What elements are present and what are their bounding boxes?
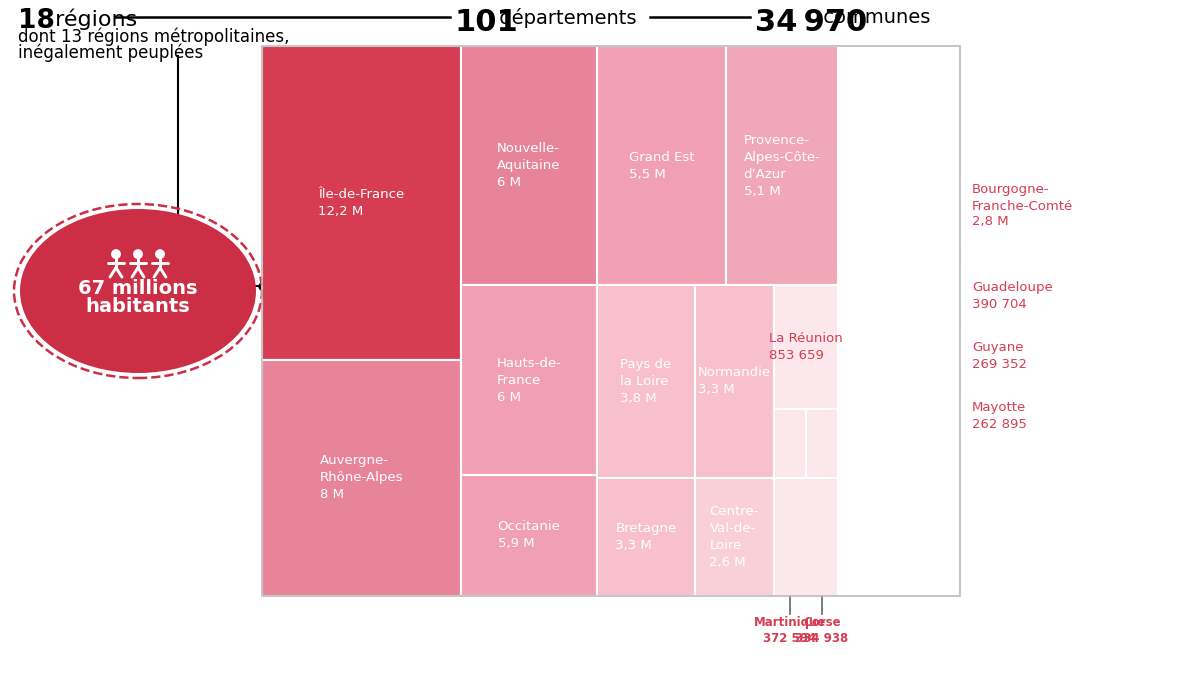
Text: 18: 18 (18, 8, 55, 34)
Bar (726, 46, 838, 285)
Bar (695, 478, 774, 596)
Circle shape (112, 250, 120, 258)
Text: Martinique
372 594: Martinique 372 594 (754, 616, 826, 645)
Text: 34 970: 34 970 (755, 8, 868, 37)
Text: dont 13 régions métropolitaines,: dont 13 régions métropolitaines, (18, 28, 289, 47)
Text: Nouvelle-
Aquitaine
6 M: Nouvelle- Aquitaine 6 M (497, 142, 560, 189)
Bar (262, 46, 461, 360)
Bar (774, 285, 838, 409)
Text: Centre-
Val-de-
Loire
2,6 M: Centre- Val-de- Loire 2,6 M (709, 505, 758, 569)
Text: départements: départements (493, 8, 636, 28)
Text: Occitanie
5,9 M: Occitanie 5,9 M (498, 521, 560, 550)
Text: Auvergne-
Rhône-Alpes
8 M: Auvergne- Rhône-Alpes 8 M (319, 454, 403, 501)
Text: régions: régions (48, 8, 137, 30)
Text: Bourgogne-
Franche-Comté
2,8 M: Bourgogne- Franche-Comté 2,8 M (972, 183, 1073, 228)
Bar (805, 409, 838, 478)
Text: inégalement peuplées: inégalement peuplées (18, 44, 203, 62)
Bar (461, 285, 598, 475)
Bar (598, 285, 695, 478)
Text: La Réunion
853 659: La Réunion 853 659 (769, 332, 842, 362)
Text: Guadeloupe
390 704: Guadeloupe 390 704 (972, 281, 1052, 310)
Text: Hauts-de-
France
6 M: Hauts-de- France 6 M (497, 357, 562, 404)
Bar (262, 360, 461, 596)
Text: Normandie
3,3 M: Normandie 3,3 M (697, 366, 770, 397)
Text: 101: 101 (455, 8, 518, 37)
Text: Île-de-France
12,2 M: Île-de-France 12,2 M (318, 188, 404, 218)
Circle shape (156, 250, 164, 258)
Text: habitants: habitants (85, 297, 191, 316)
Text: Provence-
Alpes-Côte-
d’Azur
5,1 M: Provence- Alpes-Côte- d’Azur 5,1 M (744, 134, 821, 197)
Bar (695, 285, 774, 478)
Circle shape (133, 250, 143, 258)
Bar (262, 46, 960, 596)
Text: communes: communes (817, 8, 930, 27)
Text: 67 millions: 67 millions (78, 279, 198, 299)
Bar (774, 409, 805, 478)
Bar (461, 475, 598, 596)
Ellipse shape (20, 209, 256, 373)
Text: Corse
334 938: Corse 334 938 (796, 616, 848, 645)
Text: Pays de
la Loire
3,8 M: Pays de la Loire 3,8 M (620, 358, 672, 405)
Text: Guyane
269 352: Guyane 269 352 (972, 341, 1027, 370)
Bar (461, 46, 598, 285)
Bar (598, 478, 695, 596)
Text: Mayotte
262 895: Mayotte 262 895 (972, 402, 1027, 431)
Bar (598, 46, 726, 285)
Bar (774, 478, 838, 596)
Text: Grand Est
5,5 M: Grand Est 5,5 M (629, 151, 695, 180)
Text: Bretagne
3,3 M: Bretagne 3,3 M (616, 522, 677, 552)
